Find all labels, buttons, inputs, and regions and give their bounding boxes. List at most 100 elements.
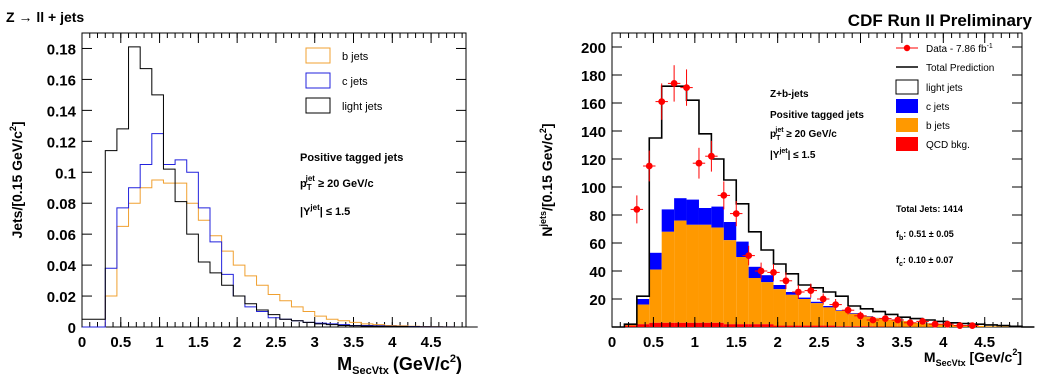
stack-qcd-bin [761,324,774,327]
x-tick-label: 2.5 [266,334,287,351]
stack-qcd-bin [649,322,662,327]
y-tick-label: 200 [581,40,606,57]
y-tick-label: 0 [68,320,76,337]
stack-c-jets-bin [823,306,836,308]
data-point [670,80,678,87]
legend-label-b-jets: b jets [342,51,369,63]
right-annotation: Z+b-jets Positive tagged jets pTjet ≥ 20… [770,89,864,161]
left-annot-line1: Positive tagged jets [300,152,403,164]
left-ylabel: Jets/[0.15 GeV/c2] [8,121,25,238]
stack-b-jets-bin [736,257,749,325]
legend-qcd-label: QCD bkg. [926,140,970,151]
stack-c-jets-bin [810,301,824,304]
stack-b-jets-bin [872,318,886,327]
stack-c-jets-bin [848,313,861,314]
x-tick-label: 2 [773,334,781,351]
stack-qcd-bin [711,322,724,327]
stack-b-jets-bin [835,310,849,327]
x-tick-label: 4 [939,334,948,351]
stack-b-jets-bin [885,319,898,327]
legend-c-swatch [896,99,918,113]
stack-b-jets-bin [860,316,873,327]
stack-b-jets-bin [698,224,712,323]
legend-total-label: Total Prediction [926,63,994,74]
right-ylabel: Njets/[0.15 Gev/c2] [538,123,555,236]
x-tick-label: 2 [233,334,241,351]
right-chart: 0 0.5 1 1.5 2 2.5 3 3.5 4 4.5 20 40 60 80 100 120 140 160… [538,32,1035,368]
right-legend: Data - 7.86 fb-1 Total Prediction light … [895,43,994,151]
x-tick-label: 0.5 [110,334,131,351]
fit-fc: fc: 0.10 ± 0.07 [896,255,953,268]
data-point [770,269,777,276]
left-plot-frame [81,32,467,328]
data-point [720,192,728,199]
data-point [782,277,790,285]
stack-c-jets-bin [773,285,786,290]
data-point [919,318,927,325]
stack-c-jets-bin [674,198,687,221]
legend-b-label: b jets [926,121,950,132]
data-point [869,316,877,324]
stack-qcd-bin [773,325,786,327]
data-point [683,84,690,91]
x-tick-label: 3.5 [343,334,364,351]
data-point [819,295,827,303]
stack-b-jets-bin [984,326,998,327]
data-point [844,306,852,314]
y-tick-label: 0.1 [55,165,76,182]
data-point [732,210,740,218]
stack-c-jets-bin [723,222,737,241]
y-tick-label: 0.08 [47,196,76,213]
y-tick-label: 160 [581,96,606,113]
stack-qcd-bin [723,324,737,327]
y-tick-label: 20 [589,292,606,309]
data-point [881,315,889,322]
data-point [658,98,666,105]
data-point [745,252,753,259]
right-axes: 0 0.5 1 1.5 2 2.5 3 3.5 4 4.5 20 40 60 80 100 120 140 160… [581,33,1022,351]
stack-qcd-bin [798,325,811,327]
stack-b-jets-bin [773,289,786,326]
y-tick-label: 60 [589,236,606,253]
stack-b-jets-bin [748,278,762,325]
x-tick-label: 1 [691,334,699,351]
y-tick-label: 40 [589,264,606,281]
left-legend: b jets c jets light jets [305,47,383,114]
x-tick-label: 1 [155,334,163,351]
x-tick-label: 1.5 [188,334,209,351]
right-xlabel: MSecVtx [Gev/c2] [924,347,1022,368]
x-tick-label: 3 [311,334,319,351]
data-point [857,312,864,320]
stack-qcd-bin [686,322,699,327]
stack-c-jets-bin [661,209,675,232]
legend-swatch-c-jets [305,72,331,89]
legend-light-label: light jets [926,83,963,94]
stack-c-jets-bin [649,252,662,270]
data-point [695,159,703,167]
left-xlabel: MSecVtx (GeV/c2) [337,353,462,376]
stack-qcd-bin [785,325,799,327]
x-tick-label: 0 [78,334,86,351]
stack-c-jets-bin [636,299,650,305]
stack-c-jets-bin [748,266,762,278]
y-tick-label: 80 [589,208,606,225]
series-b-jets [82,179,478,328]
y-tick-label: 0.14 [47,103,77,120]
y-tick-label: 0.02 [47,289,76,306]
data-point [956,322,964,329]
left-title: Z → ll + jets [6,9,84,25]
stack-b-jets-bin [636,304,650,325]
series-light-jets [81,46,478,328]
stack-qcd-bin [860,326,873,327]
stack-b-jets-bin [661,231,675,323]
right-data-group [630,65,979,329]
data-point [931,320,939,328]
data-point [645,162,653,170]
stack-qcd-bin [661,322,675,327]
stack-b-jets-bin [897,321,911,327]
right-stack-group [612,85,1035,328]
stack-c-jets-bin [698,208,712,225]
stack-b-jets-bin [810,303,824,326]
x-tick-label: 0 [608,334,616,351]
